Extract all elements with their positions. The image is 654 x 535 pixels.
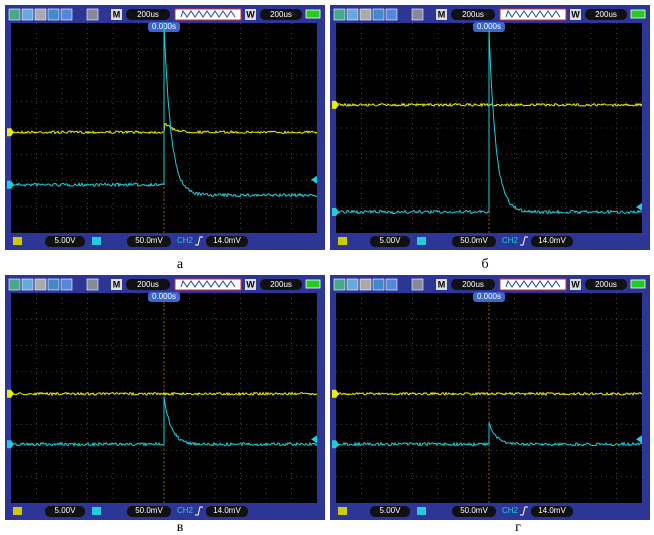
toolbar-icon — [35, 9, 46, 20]
toolbar-icon — [373, 9, 384, 20]
battery — [631, 280, 645, 288]
trigger-source: CH2 — [177, 236, 194, 245]
trigger-source: CH2 — [502, 236, 519, 245]
time-base: 200us — [137, 280, 159, 289]
ch2-scale: 50.0mV — [460, 236, 488, 245]
window-label: W — [246, 279, 255, 289]
window-time: 200us — [595, 280, 617, 289]
side-strip — [642, 23, 650, 233]
mode-label: M — [438, 9, 446, 19]
toolbar-icon — [360, 9, 371, 20]
trigger-level: 14.0mV — [538, 236, 566, 245]
battery — [306, 280, 320, 288]
save-icon — [87, 279, 98, 290]
toolbar-icon — [347, 9, 358, 20]
toolbar-icon — [48, 279, 59, 290]
time-base: 200us — [462, 10, 484, 19]
mode-label: M — [113, 279, 121, 289]
toolbar-icon — [360, 279, 371, 290]
trigger-time: 0.000s — [477, 292, 501, 301]
time-base: 200us — [462, 280, 484, 289]
trigger-source: CH2 — [177, 506, 194, 515]
figure: M200usW200us0.000s5.00V50.0mVCH214.0mVаM… — [0, 0, 654, 535]
mode-label: M — [113, 9, 121, 19]
toolbar-icon — [347, 279, 358, 290]
ch1-scale: 5.00V — [380, 506, 402, 515]
toolbar-icon — [373, 279, 384, 290]
toolbar-icon — [386, 279, 397, 290]
trigger-source: CH2 — [502, 506, 519, 515]
side-strip — [317, 23, 325, 233]
toolbar-icon — [9, 279, 20, 290]
trigger-time: 0.000s — [477, 22, 501, 31]
toolbar-icon — [334, 9, 345, 20]
toolbar-icon — [22, 279, 33, 290]
trigger-time: 0.000s — [152, 292, 176, 301]
ch2-icon — [92, 237, 101, 245]
ch2-scale: 50.0mV — [135, 506, 163, 515]
toolbar-icon — [386, 9, 397, 20]
trigger-level: 14.0mV — [213, 236, 241, 245]
side-strip — [317, 293, 325, 503]
ch1-icon — [338, 237, 347, 245]
time-base: 200us — [137, 10, 159, 19]
toolbar-icon — [35, 279, 46, 290]
toolbar-icon — [334, 279, 345, 290]
ch2-icon — [92, 507, 101, 515]
caption: г — [515, 520, 521, 535]
ch2-icon — [417, 507, 426, 515]
oscilloscope-panel: M 200us W 200us 0.000s 5.00V 50.0mV CH2 14.0mV — [330, 5, 650, 250]
battery — [306, 10, 320, 18]
battery — [631, 10, 645, 18]
window-time: 200us — [270, 10, 292, 19]
oscilloscope-panel: M 200us W 200us 0.000s 5.00V 50.0mV CH2 14.0mV — [5, 275, 325, 520]
trigger-level: 14.0mV — [213, 506, 241, 515]
toolbar-icon — [48, 9, 59, 20]
ch2-scale: 50.0mV — [460, 506, 488, 515]
ch1-icon — [13, 237, 22, 245]
caption: в — [177, 520, 184, 535]
mode-label: M — [438, 279, 446, 289]
ch1-icon — [338, 507, 347, 515]
window-time: 200us — [270, 280, 292, 289]
caption: б — [481, 257, 488, 272]
toolbar-icon — [61, 9, 72, 20]
ch2-scale: 50.0mV — [135, 236, 163, 245]
ch1-scale: 5.00V — [55, 506, 77, 515]
save-icon — [412, 279, 423, 290]
toolbar-icon — [61, 279, 72, 290]
ch1-icon — [13, 507, 22, 515]
save-icon — [87, 9, 98, 20]
ch1-scale: 5.00V — [380, 236, 402, 245]
save-icon — [412, 9, 423, 20]
ch2-icon — [417, 237, 426, 245]
toolbar-icon — [9, 9, 20, 20]
caption: а — [177, 257, 184, 272]
window-label: W — [571, 279, 580, 289]
oscilloscope-panel: M 200us W 200us 0.000s 5.00V 50.0mV CH2 14.0mV — [330, 275, 650, 520]
window-label: W — [246, 9, 255, 19]
trigger-level: 14.0mV — [538, 506, 566, 515]
window-label: W — [571, 9, 580, 19]
ch1-scale: 5.00V — [55, 236, 77, 245]
toolbar-icon — [22, 9, 33, 20]
side-strip — [642, 293, 650, 503]
window-time: 200us — [595, 10, 617, 19]
